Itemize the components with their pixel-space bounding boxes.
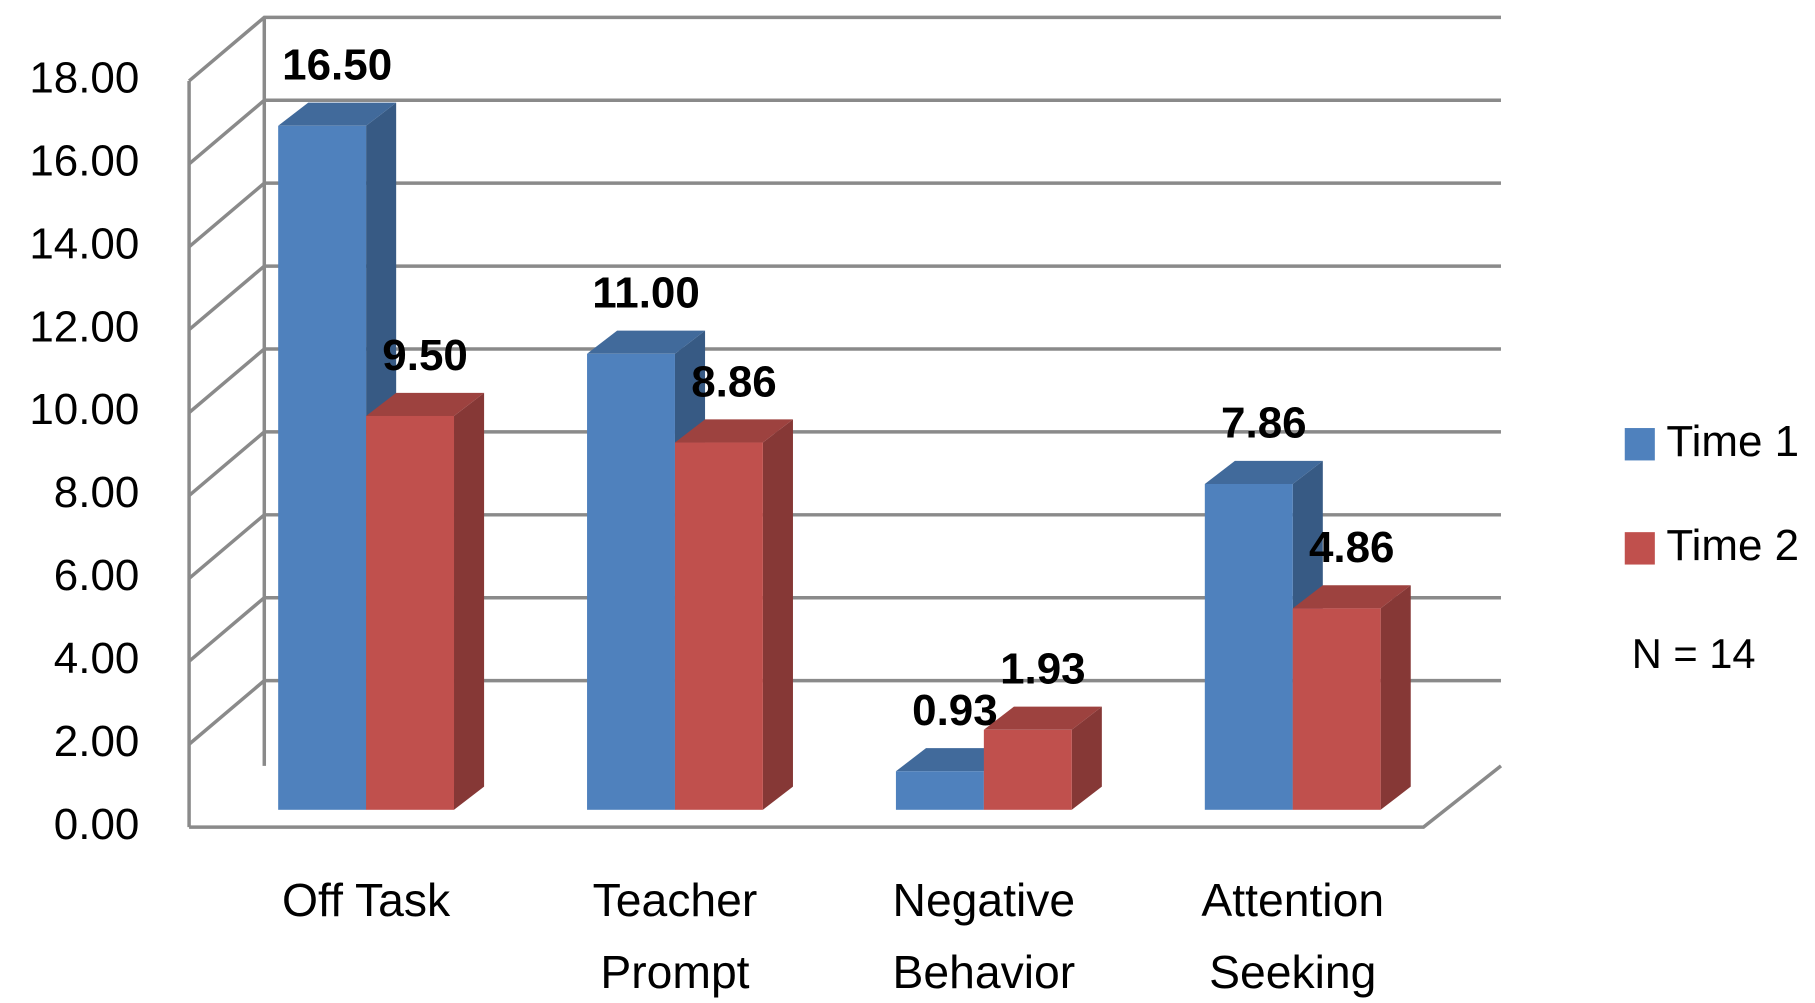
y-tick-label: 10.00 [29,385,139,434]
x-tick-label: Teacher Prompt [592,875,758,999]
data-label: 9.50 [382,331,468,380]
bar [366,392,485,810]
legend-swatch [1624,532,1655,565]
bar-top [1292,585,1411,609]
y-tick-label: 18.00 [29,54,139,103]
bar-top [674,419,793,443]
bar-side [1071,706,1102,810]
x-tick-label-box: Attention Seeking [1201,875,1385,999]
bar [1292,585,1411,810]
grid-line [187,430,1501,497]
grid-line [187,513,1501,580]
grid-line [187,347,1501,414]
bar-side [1380,585,1411,810]
bar-side [762,419,793,810]
bar [674,419,793,810]
bar-front [895,771,984,810]
bar-top [1204,460,1323,484]
bar-front [366,415,455,810]
x-tick-label: Off Task [282,875,451,927]
bar-top [366,392,485,416]
bar-front [278,125,367,810]
x-tick-label: Negative Behavior [892,875,1076,999]
data-label: 1.93 [1000,645,1086,694]
legend-label: Time 1 [1666,417,1799,466]
bar-top [983,706,1102,730]
bar-front [587,353,675,810]
legend-label: Time 2 [1666,521,1799,570]
y-tick-label: 2.00 [54,717,140,766]
y-tick-label: 12.00 [29,302,139,351]
x-tick-label: Attention Seeking [1201,875,1385,999]
floor-edge [189,764,1503,829]
data-label: 11.00 [592,269,700,318]
y-tick-label: 14.00 [29,219,139,268]
y-tick-label: 0.00 [54,800,140,849]
y-tick-label: 6.00 [54,551,140,600]
grid-line [187,15,1501,83]
data-label: 7.86 [1221,399,1307,448]
grid-line [187,181,1501,249]
data-label: 8.86 [691,357,777,406]
bar-side [454,392,485,810]
grid-line [187,98,1501,166]
bar-front [983,729,1072,810]
x-tick-label-box: Off Task [282,875,451,927]
bar-top [587,330,706,354]
x-tick-label-box: Negative Behavior [892,875,1076,999]
grid-line [187,678,1501,746]
annotation: N = 14 [1632,630,1756,677]
bar-front [1204,483,1293,810]
y-tick-label: 4.00 [54,634,140,683]
bar-top [278,102,397,126]
bar-front [674,442,763,810]
grid-line [187,264,1501,332]
x-tick-label-box: Teacher Prompt [592,875,758,999]
y-tick-label: 8.00 [54,468,140,517]
legend-swatch [1624,428,1655,461]
walls [187,17,1503,829]
data-label: 16.50 [282,41,392,90]
grid-line [187,595,1501,663]
data-label: 0.93 [912,686,998,735]
y-tick-label: 16.00 [29,136,139,185]
bar-front [1292,608,1381,810]
data-label: 4.86 [1309,523,1395,572]
bar [983,706,1102,810]
